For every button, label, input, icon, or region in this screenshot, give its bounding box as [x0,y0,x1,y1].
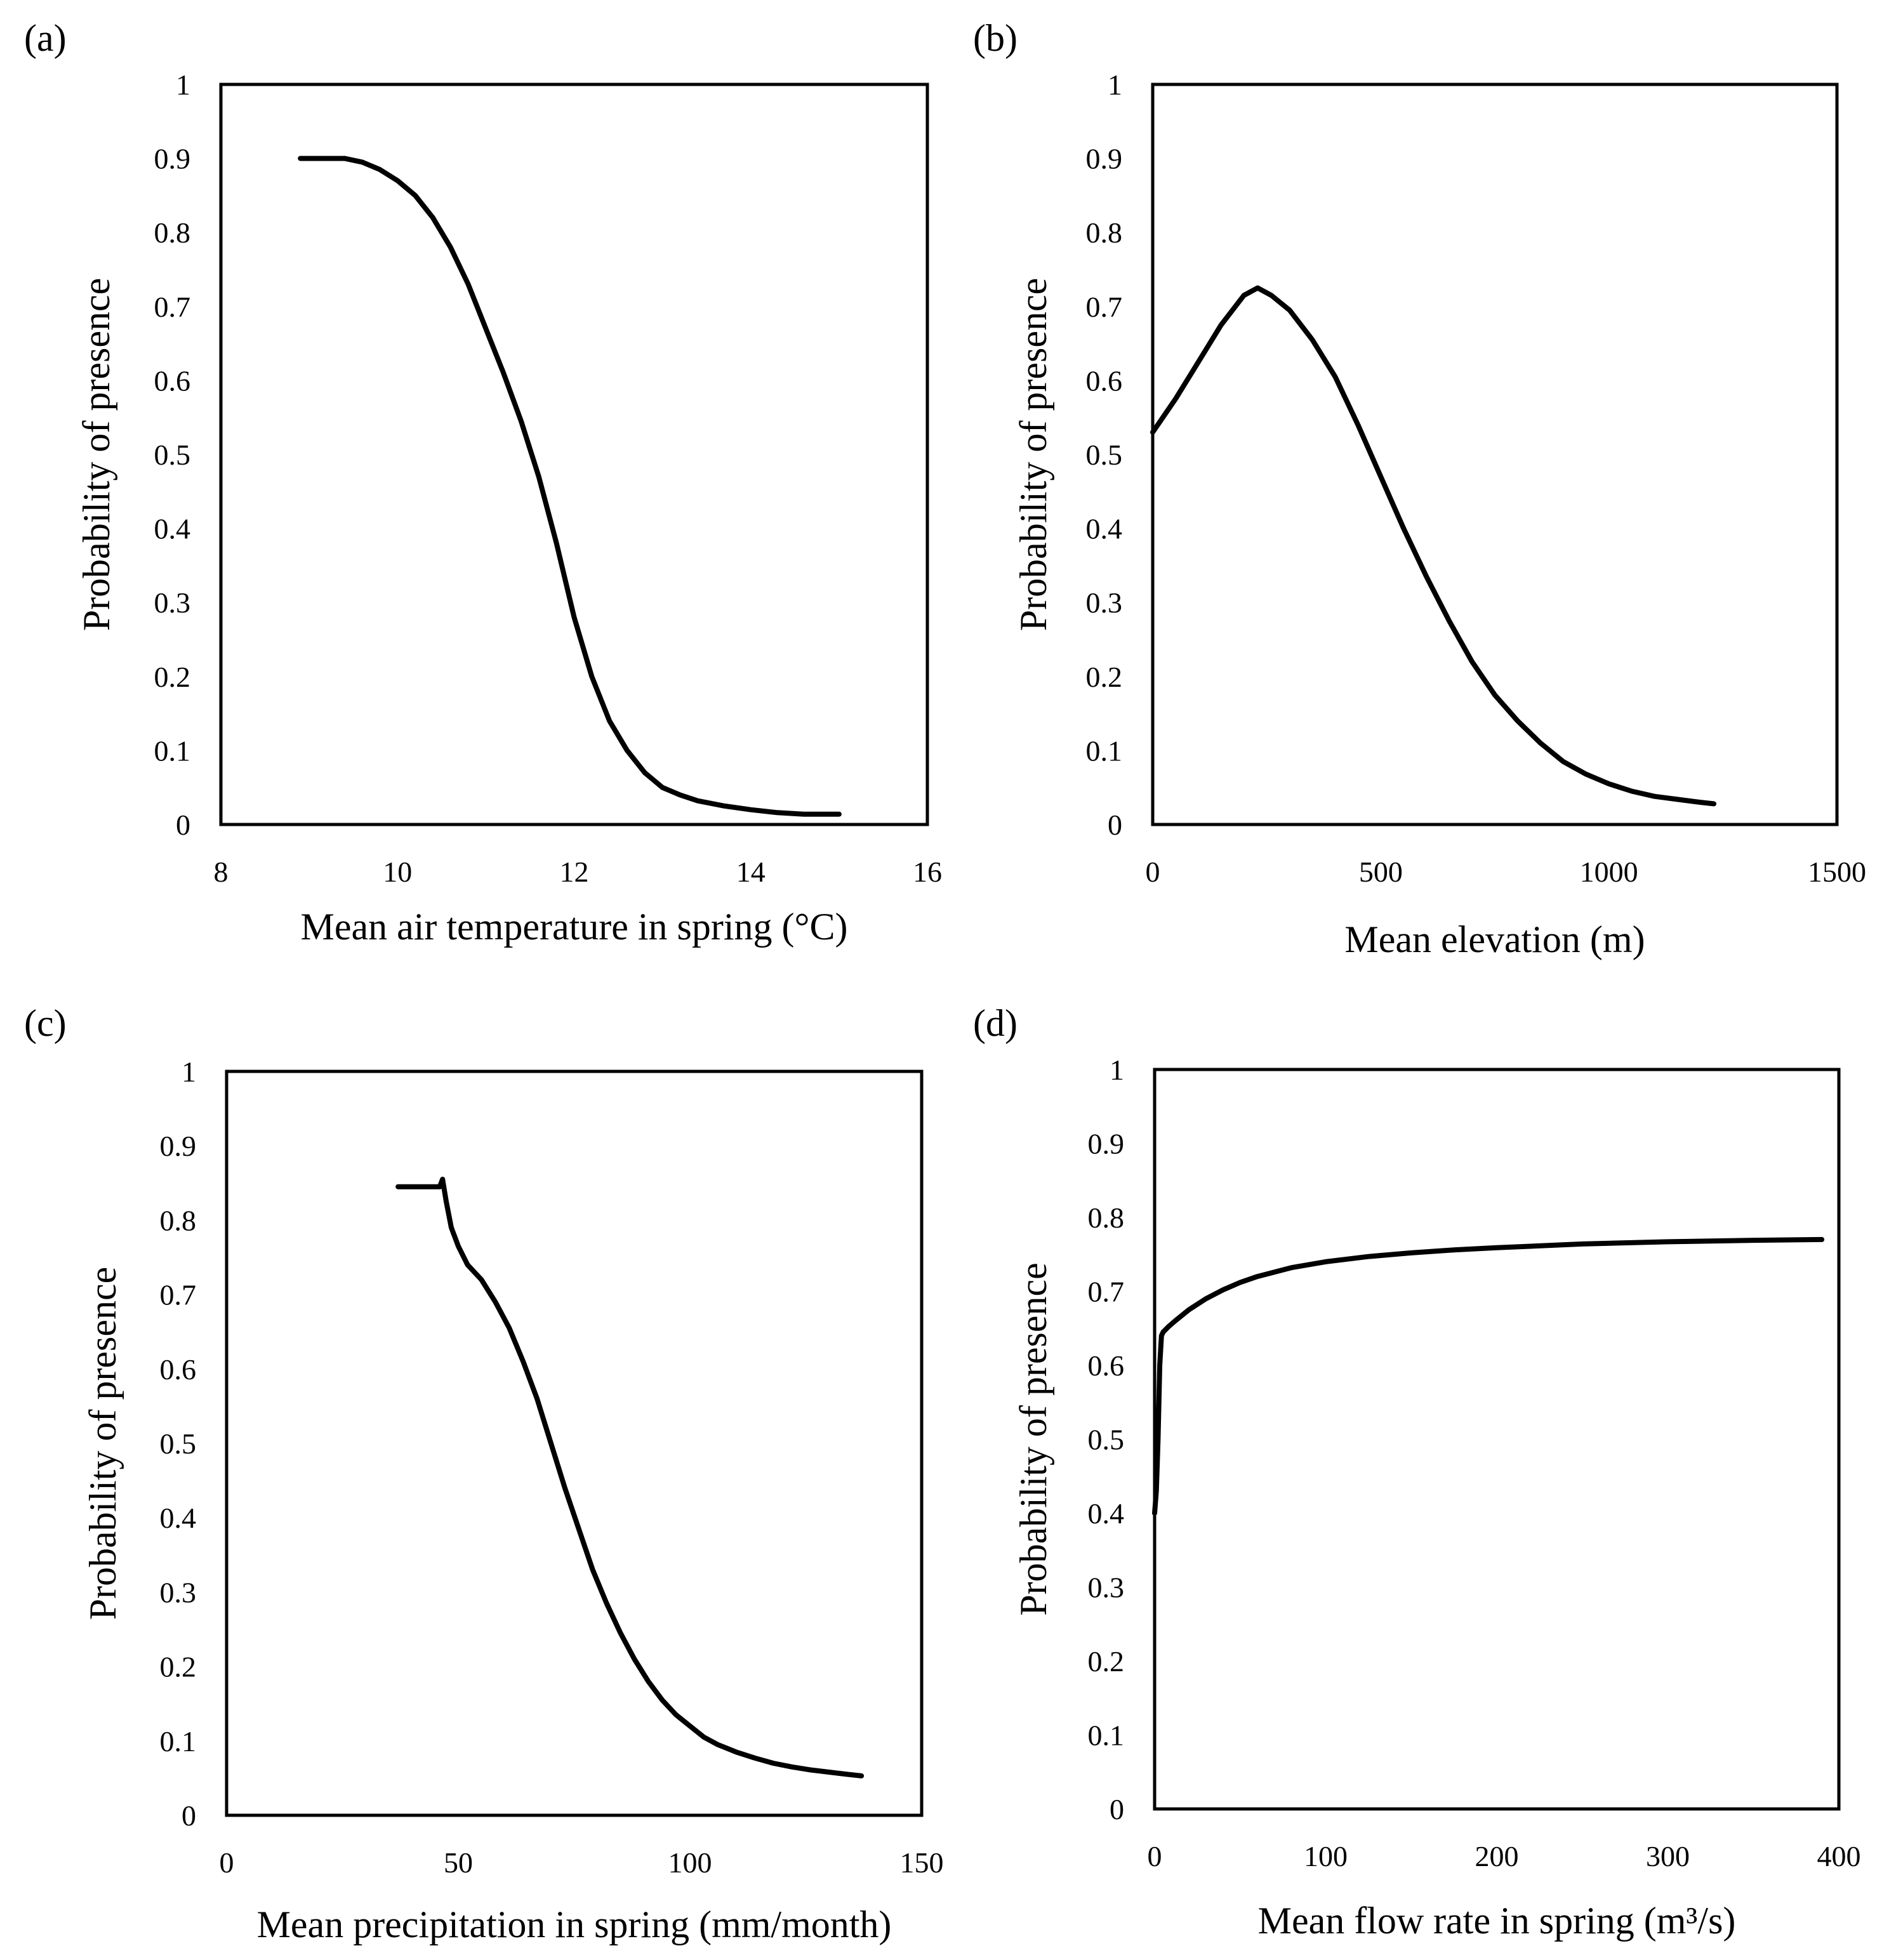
x-axis-title: Mean elevation (m) [1344,918,1645,960]
y-tick-label: 0.3 [154,586,191,619]
x-tick-label: 200 [1475,1840,1519,1872]
y-tick-label: 1 [176,69,190,101]
y-tick-label: 0 [182,1799,196,1832]
chart-panel-0: (a) 0 0.1 0.2 0.3 0.4 0.5 0.6 0.7 0.8 0.9 1 8 10 12 14 1… [24,17,942,948]
panel-label: (d) [973,1002,1018,1044]
y-tick-label: 0.6 [1088,1349,1125,1382]
y-tick-label: 0.7 [1086,291,1123,323]
y-tick-label: 0.4 [1086,513,1123,545]
x-axis-title: Mean flow rate in spring (m³/s) [1258,1900,1736,1942]
y-tick-label: 0.1 [1086,734,1123,767]
x-tick-label: 100 [1304,1840,1348,1872]
x-tick-label: 0 [220,1846,234,1879]
x-axis-title: Mean air temperature in spring (°C) [300,906,847,948]
y-tick-label: 0.1 [160,1725,197,1758]
y-tick-label: 1 [1108,69,1122,101]
y-tick-label: 0.3 [1086,586,1123,619]
y-axis-title: Probability of presence [76,278,117,632]
x-tick-label: 12 [560,856,589,888]
plot-area-frame [1151,83,1839,826]
series-line [395,1176,865,1778]
y-axis-title: Probability of presence [1012,278,1054,632]
y-tick-label: 0.4 [154,513,191,545]
x-tick-label: 14 [736,856,766,888]
y-tick-label: 0.8 [1088,1202,1125,1234]
y-tick-label: 0.9 [1088,1128,1125,1160]
y-tick-label: 0.2 [154,661,191,693]
chart-panel-2: (c) 0 0.1 0.2 0.3 0.4 0.5 0.6 0.7 0.8 0.9 1 0 50 100 15… [24,1002,944,1945]
plot-area-frame [225,1069,924,1817]
y-tick-label: 1 [1110,1054,1124,1086]
y-tick-label: 0.8 [1086,216,1123,249]
x-tick-label: 100 [668,1846,712,1879]
x-tick-label: 0 [1148,1840,1162,1872]
series-line [298,156,842,817]
y-tick-label: 0.1 [1088,1719,1125,1752]
y-tick-label: 0.9 [160,1130,197,1162]
x-tick-label: 300 [1646,1840,1690,1872]
panels: (a)00.10.20.30.40.50.60.70.80.918 10 12 14 1… [24,17,1866,1945]
plot-area-frame [219,83,929,826]
x-tick-label: 10 [383,856,412,888]
x-tick-label: 0 [1146,856,1160,888]
series-line [1152,1236,1825,1516]
y-tick-label: 0.6 [154,364,191,397]
y-tick-label: 0.7 [1088,1276,1125,1308]
panel-label: (c) [24,1002,67,1044]
chart-panel-1: (b) 0 0.1 0.2 0.3 0.4 0.5 0.6 0.7 0.8 0.9 1 0 500 1000… [973,17,1866,960]
y-tick-label: 0.4 [1088,1497,1125,1530]
x-tick-label: 16 [913,856,942,888]
x-axis-title: Mean precipitation in spring (mm/month) [257,1904,892,1945]
y-tick-label: 0.2 [1088,1645,1125,1678]
y-tick-label: 0.5 [1088,1424,1125,1456]
y-tick-label: 0.5 [154,439,191,471]
x-tick-label: 8 [214,856,229,888]
x-tick-label: 500 [1359,856,1403,888]
y-tick-label: 0.6 [160,1353,197,1386]
panel-label: (a) [24,17,67,59]
y-tick-label: 0.5 [1086,439,1123,471]
y-tick-label: 0.2 [1086,661,1123,693]
y-tick-label: 0.3 [1088,1572,1125,1604]
y-tick-label: 0 [1108,809,1122,841]
y-tick-label: 0.9 [1086,143,1123,175]
y-tick-label: 1 [182,1056,196,1088]
x-tick-label: 50 [444,1846,473,1879]
y-tick-label: 0.6 [1086,364,1123,397]
y-tick-label: 0 [1110,1793,1124,1825]
y-axis-title: Probability of presence [1012,1262,1054,1616]
x-tick-label: 150 [900,1846,944,1879]
x-tick-label: 1500 [1808,856,1866,888]
y-tick-label: 0.7 [160,1279,197,1311]
y-tick-label: 0.8 [154,216,191,249]
y-tick-label: 0.1 [154,734,191,767]
series-line [1150,285,1716,807]
y-tick-label: 0 [176,809,190,841]
plot-area-frame [1153,1068,1841,1811]
x-tick-label: 400 [1817,1840,1861,1872]
panel-label: (b) [973,17,1018,59]
chart-panel-3: (d) 0 0.1 0.2 0.3 0.4 0.5 0.6 0.7 0.8 0.9 1 0 100 200 3… [973,1002,1861,1942]
y-tick-label: 0.7 [154,291,191,323]
x-tick-label: 1000 [1580,856,1638,888]
y-tick-label: 0.9 [154,143,191,175]
y-tick-label: 0.8 [160,1204,197,1236]
y-axis-title: Probability of presence [82,1267,124,1620]
y-tick-label: 0.5 [160,1427,197,1460]
y-tick-label: 0.2 [160,1651,197,1683]
y-tick-label: 0.4 [160,1502,197,1534]
y-tick-label: 0.3 [160,1576,197,1608]
